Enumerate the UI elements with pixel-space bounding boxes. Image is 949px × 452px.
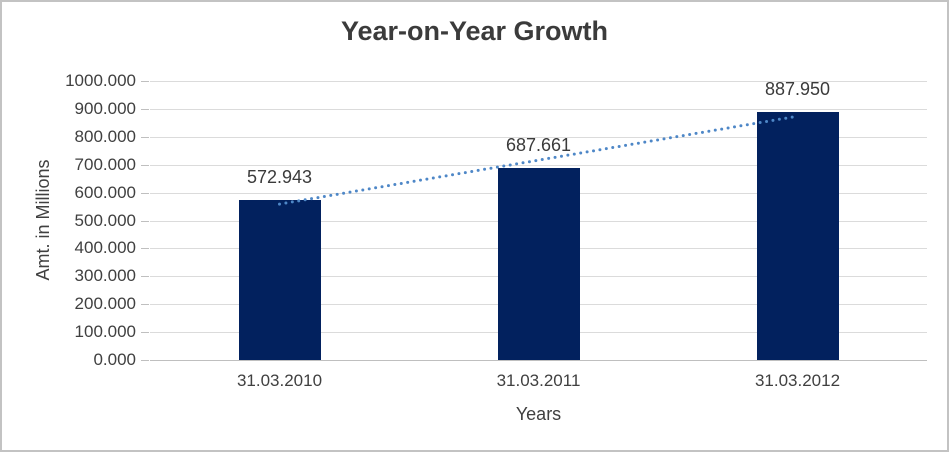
y-tick-mark [141, 192, 149, 194]
x-tick-label: 31.03.2012 [754, 371, 841, 390]
y-tick-label: 400.000 [74, 238, 136, 258]
y-tick-mark [141, 332, 149, 334]
y-tick-label: 900.000 [74, 98, 136, 118]
y-tick-mark [141, 248, 149, 250]
y-tick-label: 600.000 [74, 182, 136, 202]
x-tick-label: 31.03.2010 [236, 371, 323, 390]
y-tick-mark [141, 108, 149, 110]
x-tick-label: 31.03.2011 [496, 371, 581, 390]
y-tick-label: 100.000 [74, 322, 136, 342]
data-label: 687.661 [505, 135, 572, 156]
bar [238, 200, 321, 360]
y-tick-label: 0.000 [93, 350, 136, 369]
x-axis-line [150, 360, 927, 361]
gridline [150, 81, 927, 82]
y-tick-mark [141, 360, 149, 361]
y-tick-label: 1000.000 [65, 71, 136, 90]
y-tick-label: 300.000 [74, 266, 136, 286]
data-label: 572.943 [246, 167, 313, 188]
gridline [150, 108, 927, 110]
y-tick-mark [141, 276, 149, 278]
y-tick-mark [141, 164, 149, 166]
y-tick-label: 700.000 [74, 154, 136, 174]
y-tick-mark [141, 81, 149, 82]
chart-title: Year-on-Year Growth [340, 16, 609, 46]
data-label: 887.950 [764, 79, 831, 100]
bar [497, 168, 580, 360]
x-axis-title: Years [515, 404, 562, 424]
y-tick-label: 200.000 [74, 294, 136, 314]
bar [756, 112, 839, 360]
y-tick-mark [141, 304, 149, 306]
y-tick-mark [141, 220, 149, 222]
y-tick-label: 800.000 [74, 126, 136, 146]
y-tick-label: 500.000 [74, 210, 136, 230]
y-tick-mark [141, 136, 149, 138]
